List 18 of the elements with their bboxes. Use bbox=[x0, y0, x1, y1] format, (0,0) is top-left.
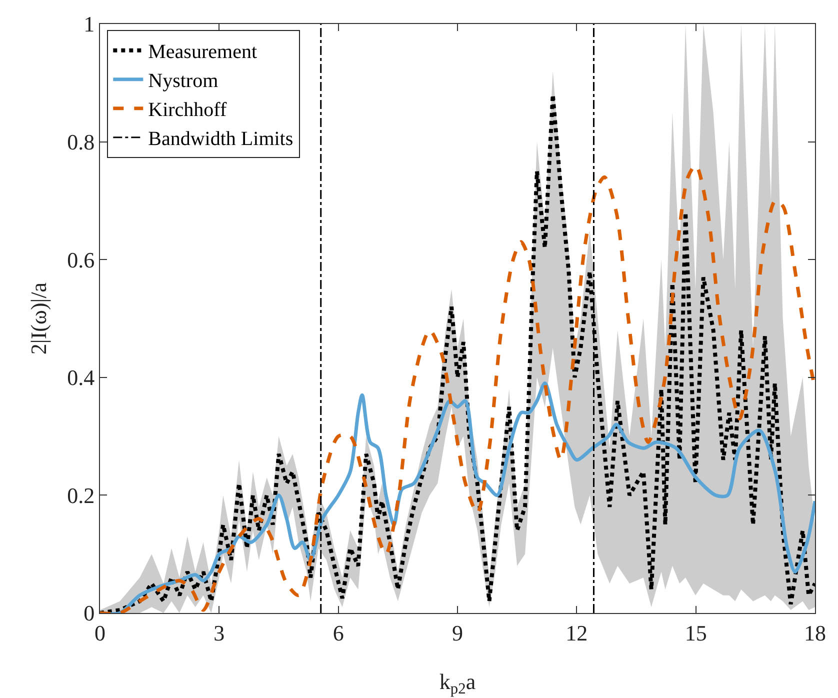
y-tick-label: 0.6 bbox=[67, 247, 95, 272]
x-tick-label: 18 bbox=[804, 620, 826, 646]
legend-label: Measurement bbox=[148, 41, 258, 64]
y-tick-label: 0.4 bbox=[67, 365, 95, 390]
y-tick-label: 1 bbox=[84, 12, 95, 37]
x-tick-label: 12 bbox=[566, 620, 588, 646]
x-tick-label: 6 bbox=[332, 620, 344, 646]
y-tick-label: 0.8 bbox=[67, 130, 95, 154]
y-tick-label: 0 bbox=[84, 600, 95, 626]
y-axis-title: 2|I(ω)|/a bbox=[26, 282, 51, 355]
x-tick-label: 9 bbox=[452, 620, 463, 646]
y-tick-label: 0.2 bbox=[67, 482, 95, 508]
x-tick-label: 15 bbox=[684, 620, 707, 646]
x-axis-title: k$_{p2}$a bbox=[439, 669, 476, 698]
ref-line-label: Bandwidth Limits bbox=[148, 128, 294, 150]
legend-label: Nystrom bbox=[148, 70, 219, 92]
legend-label: Kirchhoff bbox=[148, 99, 227, 122]
x-tick-label: 3 bbox=[214, 620, 225, 646]
